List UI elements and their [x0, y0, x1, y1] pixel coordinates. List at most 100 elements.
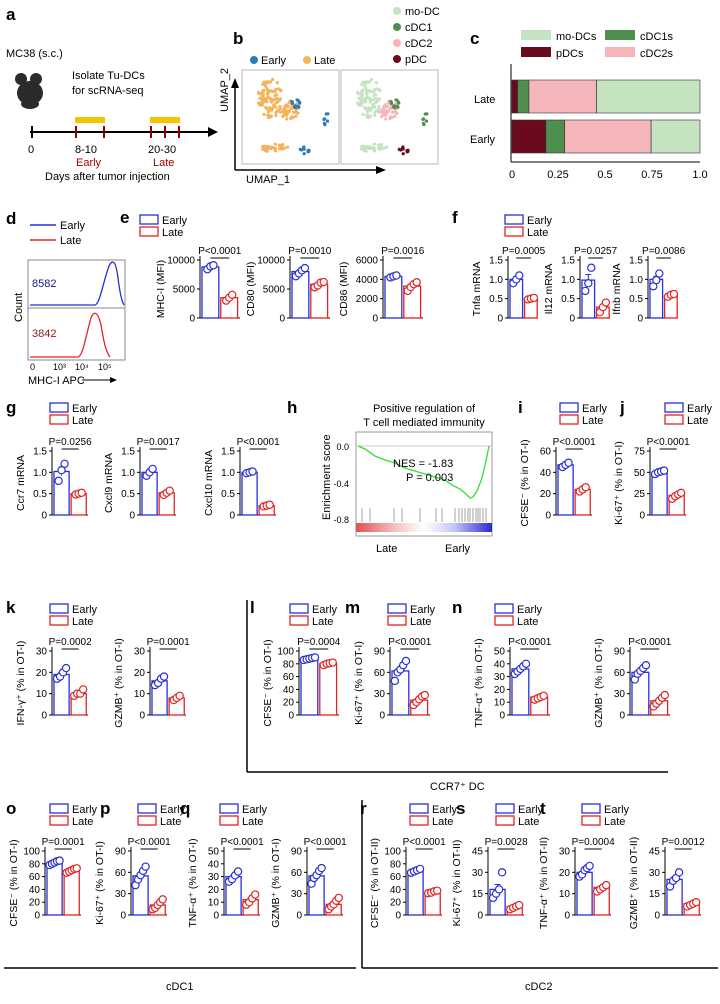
y-tick-label: 20	[559, 868, 571, 879]
p-value: P<0.0001	[403, 837, 447, 848]
umap-frame-timepoint	[241, 69, 340, 165]
umap-point	[277, 99, 281, 103]
umap-point	[325, 119, 330, 123]
data-point-early	[233, 867, 243, 876]
y-tick-label: 30	[494, 672, 506, 683]
y-axis-label: GZMB⁺ (% in OT-II)	[628, 837, 640, 929]
y-tick-label: 0	[279, 314, 285, 325]
data-point-early	[310, 653, 320, 662]
p-value: P<0.0001	[221, 837, 265, 848]
umap-point	[382, 107, 386, 111]
umap-point	[271, 99, 275, 103]
umap-point	[384, 117, 388, 121]
y-tick-label: 50	[208, 847, 220, 858]
umap-point	[265, 92, 270, 96]
y-tick-label: 0	[654, 911, 660, 922]
legend-early: Early	[312, 604, 338, 616]
y-tick-label: 40	[29, 885, 41, 896]
y-axis-label: Ifnb mRNA	[611, 263, 623, 314]
legend-late: Late	[582, 415, 603, 427]
umap-point	[265, 100, 269, 104]
umap-point	[393, 114, 397, 118]
y-tick-label: 30	[208, 872, 220, 883]
d-tick-4: 10⁴	[75, 362, 89, 372]
y-tick-label: 90	[291, 847, 303, 858]
umap-point	[281, 146, 285, 150]
p-value: P=0.0001	[147, 637, 191, 648]
y-tick-label: 1.0	[561, 275, 575, 286]
y-axis-label: TNF-α⁺ (% in OT-I)	[473, 638, 485, 727]
umap-point	[373, 105, 377, 109]
legend-swatch-modcs	[521, 30, 551, 40]
legend-swatch-early	[137, 803, 157, 814]
umap-point	[380, 146, 384, 150]
bar-chart-n: 0 30 60 90 GZMB⁺ (% in OT-I) P<0.0001	[593, 637, 672, 728]
panel-letter-h: h	[287, 398, 297, 417]
umap-point	[386, 101, 390, 105]
bar-chart-g: 0 0.5 1.0 1.5 Cxcl9 mRNA P=0.0017	[103, 437, 180, 522]
umap-point	[384, 112, 388, 116]
umap-point	[357, 96, 361, 100]
data-point-early	[584, 279, 593, 288]
umap-point	[382, 104, 386, 108]
data-point-late	[676, 488, 686, 498]
umap-point	[370, 99, 374, 103]
umap-point	[274, 105, 278, 109]
umap-point	[372, 149, 377, 153]
legend-swatch-late	[139, 226, 159, 237]
y-tick-label: 4000	[356, 275, 379, 286]
legend-early: Early	[72, 804, 98, 816]
y-axis-label: Ki-67⁺ (% in OT-II)	[451, 840, 463, 927]
umap-point	[265, 96, 269, 100]
bar-chart-f: 0 0.5 1.0 1.5 Ifnb mRNA P=0.0086	[611, 246, 686, 325]
y-tick-label: 100	[23, 847, 40, 858]
legend-early: Early	[242, 804, 268, 816]
data-point-late	[601, 880, 611, 890]
legend-early: Early	[162, 215, 188, 227]
data-point-late	[158, 895, 167, 904]
umap-point	[260, 94, 264, 98]
bar-chart-f: 0 0.5 1.0 1.5 Il12 mRNA P=0.0257	[543, 246, 618, 325]
umap-point	[386, 109, 390, 113]
data-point-late	[529, 293, 539, 303]
legend-celltypes: mo-DC cDC1 cDC2 pDC	[393, 6, 440, 66]
y-tick-label: 60	[390, 872, 402, 883]
umap-point	[373, 87, 377, 92]
legend-swatch-late	[219, 815, 239, 826]
data-point-early	[587, 263, 596, 272]
umap-point	[391, 110, 395, 114]
umap-point	[360, 144, 364, 148]
umap-point	[362, 144, 366, 148]
y-tick-label: 50	[634, 468, 646, 479]
y-axis-label: TNF-α⁺ (% in OT-I)	[187, 838, 199, 927]
legend-late: Late	[517, 616, 538, 628]
stacked-segment-late-mo-dcs	[596, 79, 701, 114]
bar-chart-q: 0 30 60 90 GZMB⁺ (% in OT-I) P<0.0001	[270, 837, 347, 928]
y-tick-label: 10000	[257, 256, 285, 267]
legend-swatch-early	[49, 603, 69, 614]
y-tick-label: 20	[494, 685, 506, 696]
legend-swatch-late	[137, 815, 157, 826]
data-point-early	[248, 467, 257, 476]
umap-point	[324, 112, 328, 116]
y-axis-label: GZMB⁺ (% in OT-I)	[113, 638, 125, 728]
legend-early: Early	[604, 804, 630, 816]
y-tick-label: 10	[134, 689, 146, 700]
p-value: P=0.0028	[485, 837, 529, 848]
y-tick-label: 1.5	[629, 256, 643, 267]
y-tick-label: 45	[649, 847, 661, 858]
umap-point	[373, 93, 378, 97]
y-tick-label: 0	[229, 511, 235, 522]
umap-point	[270, 106, 275, 110]
y-axis-label: Ki-67⁺ (% in OT-I)	[613, 441, 625, 525]
legend-swatch-late	[494, 615, 514, 626]
data-point-early	[674, 868, 684, 877]
y-tick-label: 20	[390, 898, 402, 909]
